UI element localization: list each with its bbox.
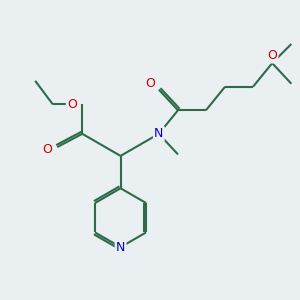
Text: O: O (67, 98, 77, 111)
Text: O: O (42, 143, 52, 157)
Text: N: N (154, 127, 164, 140)
Text: N: N (116, 241, 125, 254)
Text: O: O (267, 49, 277, 62)
Text: O: O (145, 77, 155, 90)
